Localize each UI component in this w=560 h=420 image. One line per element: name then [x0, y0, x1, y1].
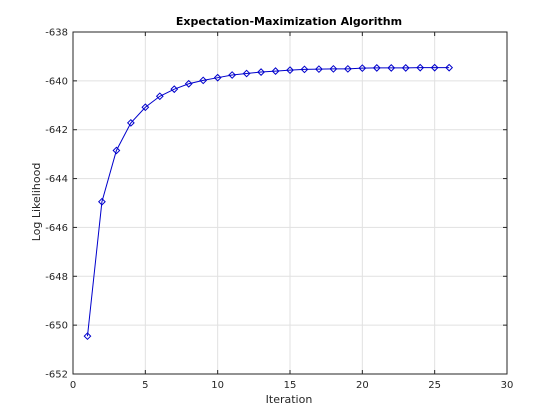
y-tick-label: -648 — [45, 272, 68, 283]
x-tick-label: 15 — [284, 380, 297, 391]
data-point-marker — [315, 65, 323, 74]
y-tick-label: -638 — [45, 28, 68, 39]
y-tick-label: -640 — [45, 76, 68, 87]
data-point-marker — [343, 64, 352, 73]
y-tick-label: -646 — [45, 223, 68, 234]
data-point-marker — [430, 63, 439, 72]
data-point-marker — [184, 79, 193, 88]
y-tick-label: -644 — [45, 174, 68, 185]
data-point-marker — [170, 85, 179, 94]
data-point-marker — [401, 64, 410, 72]
y-axis-label: Log Likelihood — [30, 163, 43, 242]
x-tick-label: 20 — [356, 380, 369, 391]
data-point-marker — [98, 197, 106, 206]
y-tick-label: -650 — [45, 321, 68, 332]
grid — [73, 32, 507, 374]
data-point-marker — [213, 73, 222, 82]
x-tick-label: 5 — [142, 380, 148, 391]
y-tick-label: -652 — [45, 370, 68, 381]
x-tick-label: 25 — [428, 380, 441, 391]
y-tick-label: -642 — [45, 125, 68, 136]
tick-labels: 0 5 10 15 20 25 30 -652 -650 -648 -646 -644 -642 -640… — [45, 28, 513, 392]
x-tick-label: 30 — [501, 380, 514, 391]
data-point-marker — [228, 71, 237, 79]
data-point-marker — [242, 69, 251, 78]
data-point-marker — [329, 64, 338, 73]
data-point-marker — [300, 65, 309, 74]
data-point-marker — [83, 332, 92, 341]
x-axis-label: Iteration — [266, 393, 313, 406]
data-point-marker — [126, 118, 135, 127]
data-point-marker — [257, 68, 265, 76]
data-point-marker — [445, 63, 454, 72]
data-point-marker — [155, 92, 164, 101]
data-point-marker — [199, 76, 208, 85]
data-point-marker — [372, 64, 381, 72]
data-point-marker — [358, 64, 367, 73]
series — [83, 63, 454, 341]
series-line — [86, 67, 450, 337]
x-tick-label: 0 — [70, 380, 76, 391]
data-point-marker — [387, 64, 396, 72]
data-point-marker — [141, 103, 150, 112]
x-tick-label: 10 — [211, 380, 224, 391]
data-point-marker — [112, 146, 121, 155]
data-point-marker — [286, 66, 294, 75]
data-point-marker — [271, 67, 280, 75]
data-point-marker — [416, 63, 425, 72]
chart-title: Expectation-Maximization Algorithm — [176, 15, 402, 28]
plot-border — [72, 31, 508, 375]
